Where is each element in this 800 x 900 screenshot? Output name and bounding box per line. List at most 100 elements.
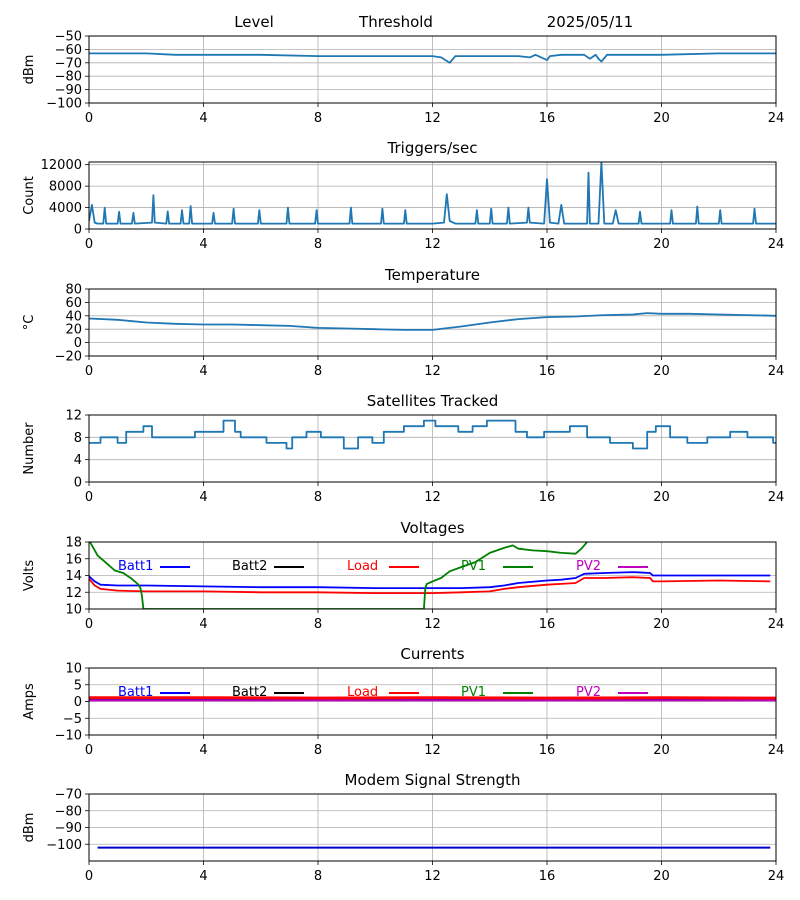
x-tick-label: 0 — [85, 869, 93, 884]
x-tick-label: 4 — [199, 869, 207, 884]
x-tick-label: 4 — [199, 743, 207, 758]
x-tick-label: 12 — [424, 617, 441, 632]
y-tick-label: −5 — [63, 712, 82, 727]
y-tick-label: −10 — [55, 729, 82, 744]
series-line-load — [89, 576, 771, 594]
x-tick-label: 24 — [768, 111, 785, 126]
y-axis-label: Amps — [22, 683, 37, 720]
x-tick-label: 16 — [539, 869, 556, 884]
y-tick-label: −80 — [55, 70, 82, 85]
y-tick-label: 4 — [74, 453, 82, 468]
axes-frame — [88, 793, 777, 862]
y-tick-label: −90 — [55, 83, 82, 98]
y-tick-label: 60 — [65, 296, 82, 311]
y-tick-label: −90 — [55, 821, 82, 836]
x-tick-label: 16 — [539, 237, 556, 252]
x-tick-label: 16 — [539, 490, 556, 505]
y-tick-label: 10 — [65, 662, 82, 677]
x-tick-label: 8 — [314, 111, 322, 126]
series-line-temperature — [89, 312, 776, 331]
x-tick-label: 0 — [85, 490, 93, 505]
x-tick-label: 16 — [539, 617, 556, 632]
x-tick-label: 4 — [199, 237, 207, 252]
chart-title: Temperature — [384, 266, 480, 284]
y-tick-label: 10 — [65, 603, 82, 618]
x-tick-label: 20 — [653, 743, 670, 758]
series-line-batt1 — [89, 571, 771, 589]
x-tick-label: 12 — [424, 364, 441, 379]
y-tick-label: −70 — [55, 56, 82, 71]
y-tick-label: −80 — [55, 804, 82, 819]
x-tick-label: 20 — [653, 111, 670, 126]
legend-label-batt1: Batt1 — [118, 685, 153, 700]
x-tick-label: 0 — [85, 237, 93, 252]
y-tick-label: −100 — [46, 838, 82, 853]
y-tick-label: 0 — [74, 336, 82, 351]
x-tick-label: 12 — [424, 111, 441, 126]
axes-frame — [88, 35, 777, 104]
y-tick-label: 4000 — [49, 201, 82, 216]
x-tick-label: 16 — [539, 111, 556, 126]
chart-title: Currents — [400, 645, 464, 663]
x-tick-label: 0 — [85, 364, 93, 379]
y-axis-label: dBm — [22, 813, 37, 843]
series-group — [89, 312, 776, 331]
legend-label-batt2: Batt2 — [232, 559, 267, 574]
x-tick-label: 4 — [199, 617, 207, 632]
legend-label-pv2: PV2 — [576, 559, 601, 574]
x-tick-label: 20 — [653, 237, 670, 252]
x-tick-label: 24 — [768, 869, 785, 884]
x-tick-label: 12 — [424, 490, 441, 505]
y-axis-label: °C — [22, 315, 37, 331]
legend-label-pv2: PV2 — [576, 685, 601, 700]
y-axis-label: Volts — [22, 560, 37, 592]
chart-title: Voltages — [400, 519, 464, 537]
x-tick-label: 24 — [768, 490, 785, 505]
series-line-pv1 — [89, 542, 588, 609]
x-tick-label: 4 — [199, 364, 207, 379]
x-tick-label: 0 — [85, 617, 93, 632]
chart-level: 0 4 8 12 16 20 24 −100−90−80−70−60−50 dBm — [22, 30, 784, 127]
y-tick-label: 12 — [65, 409, 82, 424]
y-tick-label: −70 — [55, 788, 82, 803]
chart-satellites: Satellites Tracked 0 4 8 12 16 20 24 0 4 8 12 Number — [22, 392, 784, 505]
x-tick-label: 0 — [85, 743, 93, 758]
series-group — [89, 419, 776, 450]
series-group — [89, 52, 776, 64]
x-tick-label: 8 — [314, 237, 322, 252]
series-line-triggers — [89, 162, 776, 225]
y-tick-label: −100 — [46, 97, 82, 112]
x-tick-label: 24 — [768, 364, 785, 379]
y-tick-label: 0 — [74, 476, 82, 491]
legend-label-batt1: Batt1 — [118, 559, 153, 574]
y-tick-label: 40 — [65, 309, 82, 324]
chart-currents: Currents 0 4 8 12 16 20 24 −10 −5 0 510 Amps Batt1 Bat… — [22, 645, 784, 758]
series-line-satellites — [89, 419, 776, 450]
y-tick-label: 5 — [74, 678, 82, 693]
chart-title: Satellites Tracked — [367, 392, 498, 410]
header-threshold: Threshold — [358, 13, 433, 31]
legend-label-load: Load — [347, 559, 378, 574]
y-tick-label: −20 — [55, 350, 82, 365]
legend-label-pv1: PV1 — [461, 559, 486, 574]
chart-title: Modem Signal Strength — [345, 771, 521, 789]
series-group — [89, 542, 771, 609]
x-tick-label: 12 — [424, 237, 441, 252]
axes-frame — [88, 667, 777, 736]
x-tick-label: 4 — [199, 111, 207, 126]
x-tick-label: 4 — [199, 490, 207, 505]
header-level: Level — [234, 13, 274, 31]
x-tick-label: 20 — [653, 364, 670, 379]
x-tick-label: 8 — [314, 743, 322, 758]
chart-title: Triggers/sec — [387, 139, 478, 157]
x-tick-label: 12 — [424, 743, 441, 758]
y-tick-label: 12 — [65, 586, 82, 601]
header-date: 2025/05/11 — [547, 13, 633, 31]
y-tick-label: 16 — [65, 552, 82, 567]
chart-triggers: Triggers/sec 0 4 8 12 16 20 24 0 4000 8000 12000 Cou… — [22, 139, 784, 252]
y-tick-label: 14 — [65, 569, 82, 584]
y-tick-label: 0 — [74, 223, 82, 238]
